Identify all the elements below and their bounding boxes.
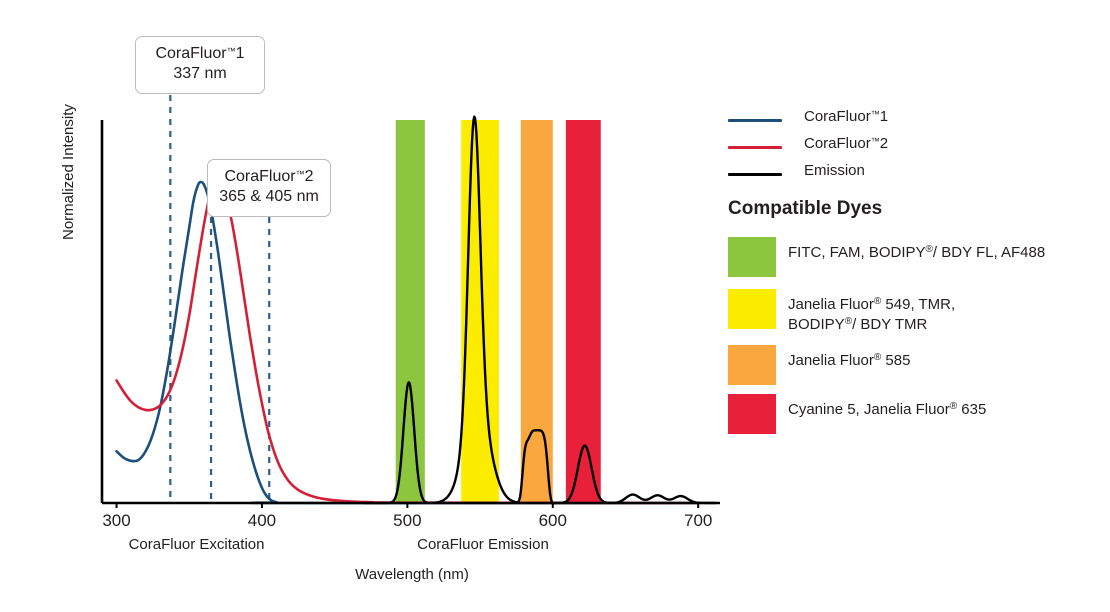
series-legend: CoraFluor™1 CoraFluor™2 Emission (728, 108, 1088, 189)
red-band (565, 120, 601, 503)
trademark-icon: ™ (870, 136, 880, 146)
callout-cf1-line2: 337 nm (173, 65, 227, 83)
region-label-excitation: CoraFluor Excitation (128, 536, 265, 553)
legend-row-2: Emission (728, 162, 1088, 189)
legend-label-index: 1 (879, 108, 889, 125)
legend-label-index: 2 (879, 135, 889, 152)
dye-label-line1: FITC, FAM, BODIPY®/ BDY FL, AF488 (788, 243, 1045, 263)
dye-label-line1: Janelia Fluor® 549, TMR, (788, 295, 955, 315)
dye-label-line1-a: Cyanine 5, Janelia Fluor (788, 401, 950, 418)
callout-cf2-line2: 365 & 405 nm (219, 188, 319, 206)
legend-line-label: CoraFluor™1 (804, 108, 888, 125)
registered-icon: ® (844, 315, 853, 327)
dye-label: FITC, FAM, BODIPY®/ BDY FL, AF488 (788, 243, 1045, 263)
x-tick-label-300: 300 (102, 511, 131, 530)
legend-line-swatch (728, 173, 782, 176)
dye-label-line1-b: 549, TMR, (881, 296, 956, 313)
x-tick-label-500: 500 (393, 511, 422, 530)
legend-row-1: CoraFluor™2 (728, 135, 1088, 162)
legend-line-swatch (728, 119, 782, 122)
dye-color-swatch (728, 345, 776, 385)
dye-label: Janelia Fluor® 549, TMR, BODIPY®/ BDY TMR (788, 295, 955, 335)
legend-line-label: Emission (804, 162, 865, 179)
callout-corafluor-2: CoraFluor™2 365 & 405 nm (207, 159, 331, 217)
dye-row-1: Janelia Fluor® 549, TMR, BODIPY®/ BDY TMR (728, 289, 1088, 333)
dye-label: Cyanine 5, Janelia Fluor® 635 (788, 400, 986, 420)
registered-icon: ® (873, 352, 882, 363)
x-tick-label-700: 700 (684, 511, 713, 530)
dye-label-line1-b: 635 (957, 401, 987, 418)
y-axis-title: Normalized Intensity (60, 104, 77, 240)
dye-label-line2-a: BODIPY (788, 315, 845, 333)
legend-line-swatch (728, 146, 782, 149)
x-axis-title: Wavelength (nm) (355, 566, 469, 583)
dye-label-line1-a: Janelia Fluor (788, 296, 874, 313)
legend-label-base: CoraFluor (804, 108, 871, 125)
curve-corafluor2 (115, 180, 700, 505)
curve-emission (362, 115, 717, 505)
registered-icon: ® (873, 296, 882, 307)
trademark-icon: ™ (870, 109, 880, 119)
dye-label-line1-b: / BDY FL, AF488 (932, 244, 1046, 261)
x-tick-label-400: 400 (247, 511, 277, 530)
callout-corafluor-1: CoraFluor™1 337 nm (135, 36, 265, 94)
x-tick-label-600: 600 (538, 511, 567, 530)
dye-label-line1: Cyanine 5, Janelia Fluor® 635 (788, 400, 986, 420)
legend-line-label: CoraFluor™2 (804, 135, 888, 152)
region-label-emission: CoraFluor Emission (417, 536, 549, 553)
legend-row-0: CoraFluor™1 (728, 108, 1088, 135)
dye-label-line1-a: Janelia Fluor (788, 352, 874, 369)
trademark-icon: ™ (226, 46, 236, 56)
dye-label: Janelia Fluor® 585 (788, 351, 910, 371)
registered-icon: ® (949, 401, 958, 412)
dye-label-line2: BODIPY®/ BDY TMR (788, 315, 955, 335)
dye-row-0: FITC, FAM, BODIPY®/ BDY FL, AF488 (728, 237, 1088, 281)
dye-row-2: Janelia Fluor® 585 (728, 345, 1088, 389)
orange-band (520, 120, 553, 503)
dye-label-line2-b: / BDY TMR (852, 315, 928, 333)
trademark-icon: ™ (295, 169, 305, 179)
callout-cf1-line1: CoraFluor™1 (155, 45, 245, 62)
dye-color-swatch (728, 394, 776, 434)
dye-row-3: Cyanine 5, Janelia Fluor® 635 (728, 394, 1088, 438)
registered-icon: ® (925, 244, 933, 255)
legend-label-base: CoraFluor (804, 135, 871, 152)
dye-label-line1: Janelia Fluor® 585 (788, 351, 910, 371)
green-band (395, 120, 425, 503)
dye-label-line1-a: FITC, FAM, BODIPY (788, 244, 926, 261)
legend-label-base: Emission (804, 162, 865, 179)
dye-color-swatch (728, 237, 776, 277)
callout-cf2-line1: CoraFluor™2 (224, 168, 314, 185)
compatible-dyes-heading: Compatible Dyes (728, 198, 883, 219)
dye-label-line1-b: 585 (881, 352, 911, 369)
dye-color-swatch (728, 289, 776, 329)
